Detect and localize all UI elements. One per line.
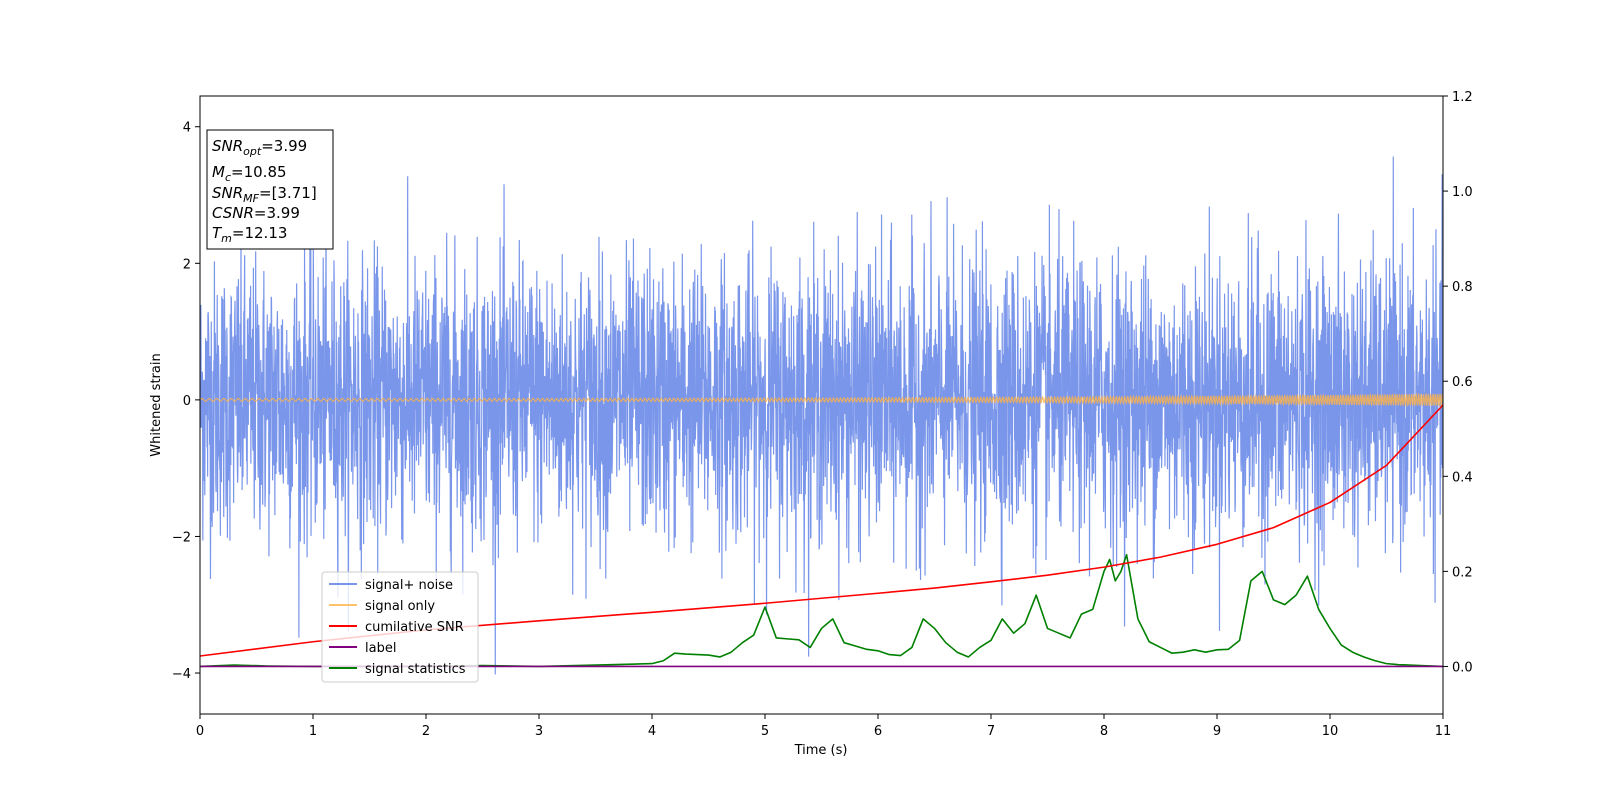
info-line-csnr: CSNR=3.99	[212, 204, 300, 222]
x-tick-label: 6	[874, 724, 882, 739]
x-tick-label: 2	[422, 724, 430, 739]
series-signal-noise	[200, 156, 1443, 675]
x-tick-label: 7	[987, 724, 995, 739]
y2-tick-label: 0.0	[1452, 660, 1473, 675]
legend-label-label: label	[365, 641, 396, 656]
y2-tick-label: 0.6	[1452, 375, 1473, 390]
legend: signal+ noise signal only cumilative SNR…	[321, 571, 479, 683]
y-tick-label: −4	[172, 667, 191, 682]
x-tick-label: 4	[648, 724, 656, 739]
series-signal-only	[200, 392, 1443, 407]
y2-tick-label: 0.4	[1452, 470, 1473, 485]
x-tick-label: 9	[1213, 724, 1221, 739]
x-tick-label: 11	[1435, 724, 1452, 739]
legend-frame	[321, 571, 479, 683]
x-tick-label: 8	[1100, 724, 1108, 739]
plot-frame	[199, 95, 1444, 715]
y-axis-label: Whitened strain	[149, 353, 164, 456]
axes-layer: 0 1 2 3 4 5 6 7 8 9 10 11 −4 −2 0 2 4 0.0 0.2 0.4 0.6 0.8 1.0 1…	[172, 90, 1473, 739]
info-line-snr-opt: SNRopt=3.99	[212, 137, 307, 158]
x-tick-label: 10	[1322, 724, 1339, 739]
x-tick-label: 1	[309, 724, 317, 739]
info-line-snr-mf: SNRMF=[3.71]	[212, 184, 317, 205]
info-line-mc: Mc=10.85	[212, 163, 287, 184]
info-box-frame	[206, 129, 334, 250]
y2-tick-label: 1.0	[1452, 185, 1473, 200]
y-tick-label: 0	[183, 394, 191, 409]
y2-tick-label: 1.2	[1452, 90, 1473, 105]
y-tick-label: 2	[183, 257, 191, 272]
legend-label-cumulative-snr: cumilative SNR	[365, 620, 464, 635]
y2-tick-label: 0.8	[1452, 280, 1473, 295]
series-cumulative-snr	[200, 404, 1443, 657]
y-tick-label: 4	[183, 121, 191, 136]
info-line-tm: Tm=12.13	[212, 224, 287, 245]
y-tick-label: −2	[172, 530, 191, 545]
legend-label-signal-only: signal only	[365, 599, 435, 614]
info-box: SNRopt=3.99 Mc=10.85 SNRMF=[3.71] CSNR=3…	[206, 129, 334, 250]
x-tick-label: 5	[761, 724, 769, 739]
x-axis-label: Time (s)	[794, 743, 848, 758]
legend-label-signal-noise: signal+ noise	[365, 578, 453, 593]
x-tick-label: 0	[196, 724, 204, 739]
series-signal-statistics	[200, 553, 1443, 668]
y2-tick-label: 0.2	[1452, 565, 1473, 580]
legend-label-signal-statistics: signal statistics	[365, 662, 466, 677]
x-tick-label: 3	[535, 724, 543, 739]
